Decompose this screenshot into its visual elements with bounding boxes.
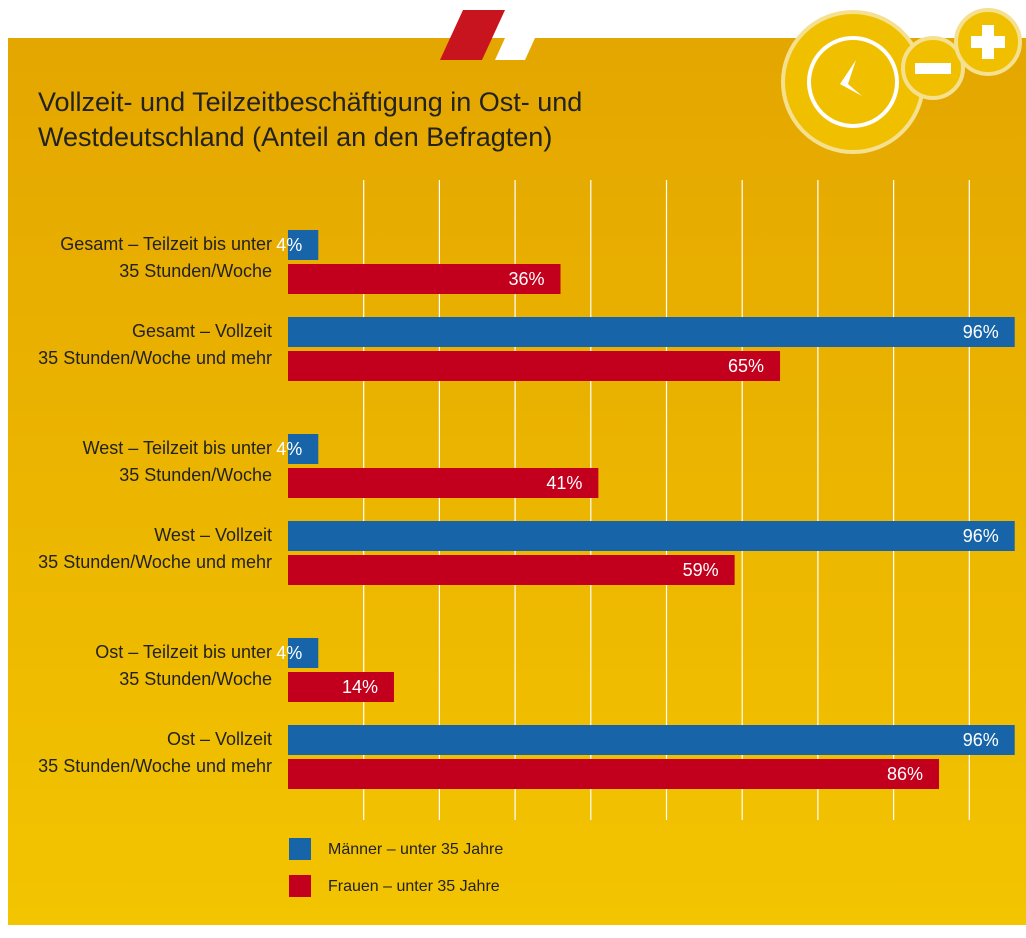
category-label: Ost – Teilzeit bis unter [95, 642, 272, 662]
bar [288, 759, 940, 789]
category-label: 35 Stunden/Woche und mehr [38, 552, 272, 572]
value-label: 4% [276, 643, 302, 663]
value-label: 96% [963, 526, 999, 546]
bar [288, 672, 394, 702]
decoration [495, 38, 535, 60]
bar [288, 521, 1015, 551]
legend-swatch [289, 838, 311, 860]
value-label: 65% [728, 356, 764, 376]
bar [288, 264, 561, 294]
value-label: 4% [276, 439, 302, 459]
bar [288, 351, 781, 381]
category-label: Gesamt – Vollzeit [132, 321, 272, 341]
value-label: 96% [963, 730, 999, 750]
bar [288, 725, 1015, 755]
icon [781, 8, 1022, 154]
value-label: 36% [508, 269, 544, 289]
bar [288, 317, 1015, 347]
category-label: 35 Stunden/Woche und mehr [38, 348, 272, 368]
chart-title: Vollzeit- und Teilzeitbeschäftigung in O… [38, 87, 582, 117]
value-label: 4% [276, 235, 302, 255]
category-label: West – Vollzeit [154, 525, 272, 545]
legend-label: Männer – unter 35 Jahre [328, 841, 503, 858]
bar [288, 434, 319, 464]
category-label: 35 Stunden/Woche [119, 261, 272, 281]
chart-title: Westdeutschland (Anteil an den Befragten… [38, 122, 552, 152]
category-label: 35 Stunden/Woche und mehr [38, 756, 272, 776]
category-label: 35 Stunden/Woche [119, 465, 272, 485]
value-label: 41% [546, 473, 582, 493]
category-label: 35 Stunden/Woche [119, 669, 272, 689]
bar [288, 555, 735, 585]
bar [288, 468, 599, 498]
value-label: 59% [683, 560, 719, 580]
legend-swatch [289, 875, 311, 897]
bar [288, 230, 319, 260]
bar [288, 638, 319, 668]
value-label: 96% [963, 322, 999, 342]
category-label: West – Teilzeit bis unter [83, 438, 272, 458]
category-label: Ost – Vollzeit [167, 729, 272, 749]
value-label: 86% [887, 764, 923, 784]
category-label: Gesamt – Teilzeit bis unter [60, 234, 272, 254]
decoration [440, 10, 505, 60]
value-label: 14% [342, 677, 378, 697]
legend-label: Frauen – unter 35 Jahre [328, 878, 500, 895]
